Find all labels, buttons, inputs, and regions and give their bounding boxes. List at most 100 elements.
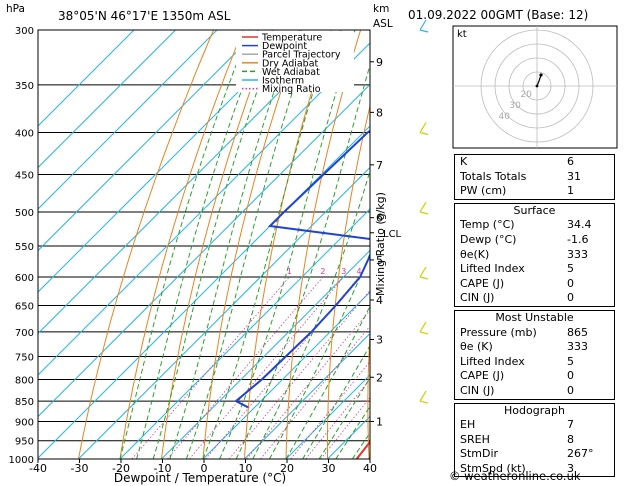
copyright-footer[interactable]: © weatheronline.co.uk [449, 469, 581, 483]
chart-date: 01.09.2022 00GMT (Base: 12) [408, 8, 588, 22]
temperature-tick-label: -10 [154, 462, 172, 475]
row-value: 5 [567, 354, 574, 368]
temperature-tick-label: 0 [201, 462, 208, 475]
mixing-ratio-label: 10 [406, 267, 416, 276]
dry-adiabat-line [161, 30, 273, 459]
mixing-ratio-axis-label: Mixing Ratio (g/kg) [374, 192, 387, 296]
pressure-tick-label: 800 [15, 375, 34, 386]
km-tick-label: 2 [376, 371, 383, 384]
row-value: 865 [567, 325, 588, 339]
mixing-ratio-label: 2 [320, 267, 325, 276]
mixing-ratio-line [246, 309, 370, 459]
wind-barb [419, 390, 427, 402]
row-value: 333 [567, 247, 588, 261]
wind-barb [419, 19, 427, 31]
surface-table: Surface Temp (°C) 34.4 Dewp (°C) -1.6 θe(K) 3… [454, 202, 615, 307]
dry-adiabat-line [285, 30, 362, 459]
temperature-tick-label: 20 [280, 462, 294, 475]
table-row: θe(K) 333 [455, 248, 614, 263]
row-value: -1.6 [567, 232, 589, 246]
dry-adiabat-line [202, 30, 303, 459]
table-row: CAPE (J) 0 [455, 369, 614, 384]
temperature-tick-label: 30 [322, 462, 336, 475]
temperature-tick-label: -20 [112, 462, 130, 475]
wind-barb [419, 29, 429, 33]
mixing-ratio-label: 4 [356, 267, 361, 276]
km-tick-label: 1 [376, 415, 383, 428]
wind-barb [419, 201, 427, 213]
pressure-tick-label: 900 [15, 417, 34, 428]
legend-entry: Mixing Ratio [262, 84, 321, 95]
pressure-tick-label: 600 [15, 273, 34, 284]
row-value: 6 [567, 155, 574, 168]
row-label: StmSpd (kt) [460, 461, 526, 475]
row-value: 0 [567, 383, 574, 397]
hodograph-origin [535, 84, 539, 88]
dewpoint-profile [234, 129, 370, 409]
wet-adiabat-line [152, 30, 280, 459]
km-tick-label: 8 [376, 106, 383, 119]
isotherm-line [38, 30, 176, 169]
row-value: 267° [567, 447, 594, 461]
pressure-tick-label: 300 [15, 26, 34, 37]
asl-label: ASL [373, 18, 393, 30]
table-row: StmSpd (kt) 3 [455, 462, 614, 477]
table-row: CIN (J) 0 [455, 384, 614, 399]
isotherm-line [38, 30, 301, 293]
hodograph-ring-label: 20 [520, 90, 532, 100]
wind-barb [419, 131, 429, 136]
km-tick-label: 6 [376, 212, 383, 225]
km-tick-label: 9 [376, 56, 383, 69]
mixing-ratio-line [167, 276, 324, 459]
km-tick-label: 3 [376, 333, 383, 346]
temperature-tick-label: -30 [71, 462, 89, 475]
row-label: Lifted Index [460, 354, 525, 368]
pressure-tick-label: 1000 [9, 455, 34, 466]
skewt-axes: 3003504004505005506006507007508008509009… [9, 26, 402, 475]
pressure-tick-label: 750 [15, 352, 34, 363]
table-row: θe (K) 333 [455, 340, 614, 355]
row-label: Dewp (°C) [460, 232, 517, 246]
stability-indices-panel: K 6 Totals Totals 31 PW (cm) 1 Surface Temp (… [454, 154, 615, 480]
isotherm-line [38, 125, 370, 459]
isotherm-line [38, 83, 370, 418]
skewt-plot-area: 12346810162025 [38, 30, 444, 459]
row-label: Totals Totals [460, 169, 527, 183]
temperature-tick-label: 10 [239, 462, 253, 475]
pressure-tick-label: 350 [15, 81, 34, 92]
mixing-ratio-line [320, 397, 370, 459]
wet-adiabat-line [235, 63, 370, 459]
temperature-tick-label: -40 [29, 462, 47, 475]
row-label: CAPE (J) [460, 276, 505, 290]
row-value: 3 [567, 461, 574, 475]
table-row: CIN (J) 0 [455, 291, 614, 306]
mixing-ratio-line [205, 276, 360, 459]
mixing-ratio-line [290, 360, 370, 459]
row-value: 0 [567, 369, 574, 383]
mixing-ratio-label: 16 [434, 267, 444, 276]
wind-barb [419, 276, 429, 280]
hodograph-ring-label: 40 [499, 112, 511, 122]
km-label: km [373, 3, 389, 15]
isotherm-line [202, 291, 370, 459]
surface-title: Surface [513, 203, 556, 217]
pressure-tick-label: 550 [15, 242, 34, 253]
dry-adiabat-line [367, 325, 370, 459]
wet-adiabat-line [268, 252, 370, 459]
wet-adiabat-line [202, 30, 334, 459]
hodograph-ring-label: 30 [509, 101, 521, 111]
row-value: 0 [567, 291, 574, 305]
table-row: CAPE (J) 0 [455, 277, 614, 292]
row-label: Pressure (mb) [460, 325, 537, 339]
wet-adiabat-line [136, 30, 265, 459]
pressure-tick-label: 850 [15, 397, 34, 408]
legend-entry: Dewpoint [262, 41, 307, 52]
hodograph-point [539, 73, 543, 77]
isotherm-line [38, 30, 342, 335]
row-label: Temp (°C) [460, 218, 515, 232]
pressure-tick-label: 500 [15, 208, 34, 219]
hodograph-title: Hodograph [504, 403, 565, 417]
isotherm-line [161, 249, 370, 459]
mixing-ratio-line [131, 276, 290, 459]
table-row: StmDir 267° [455, 447, 614, 462]
